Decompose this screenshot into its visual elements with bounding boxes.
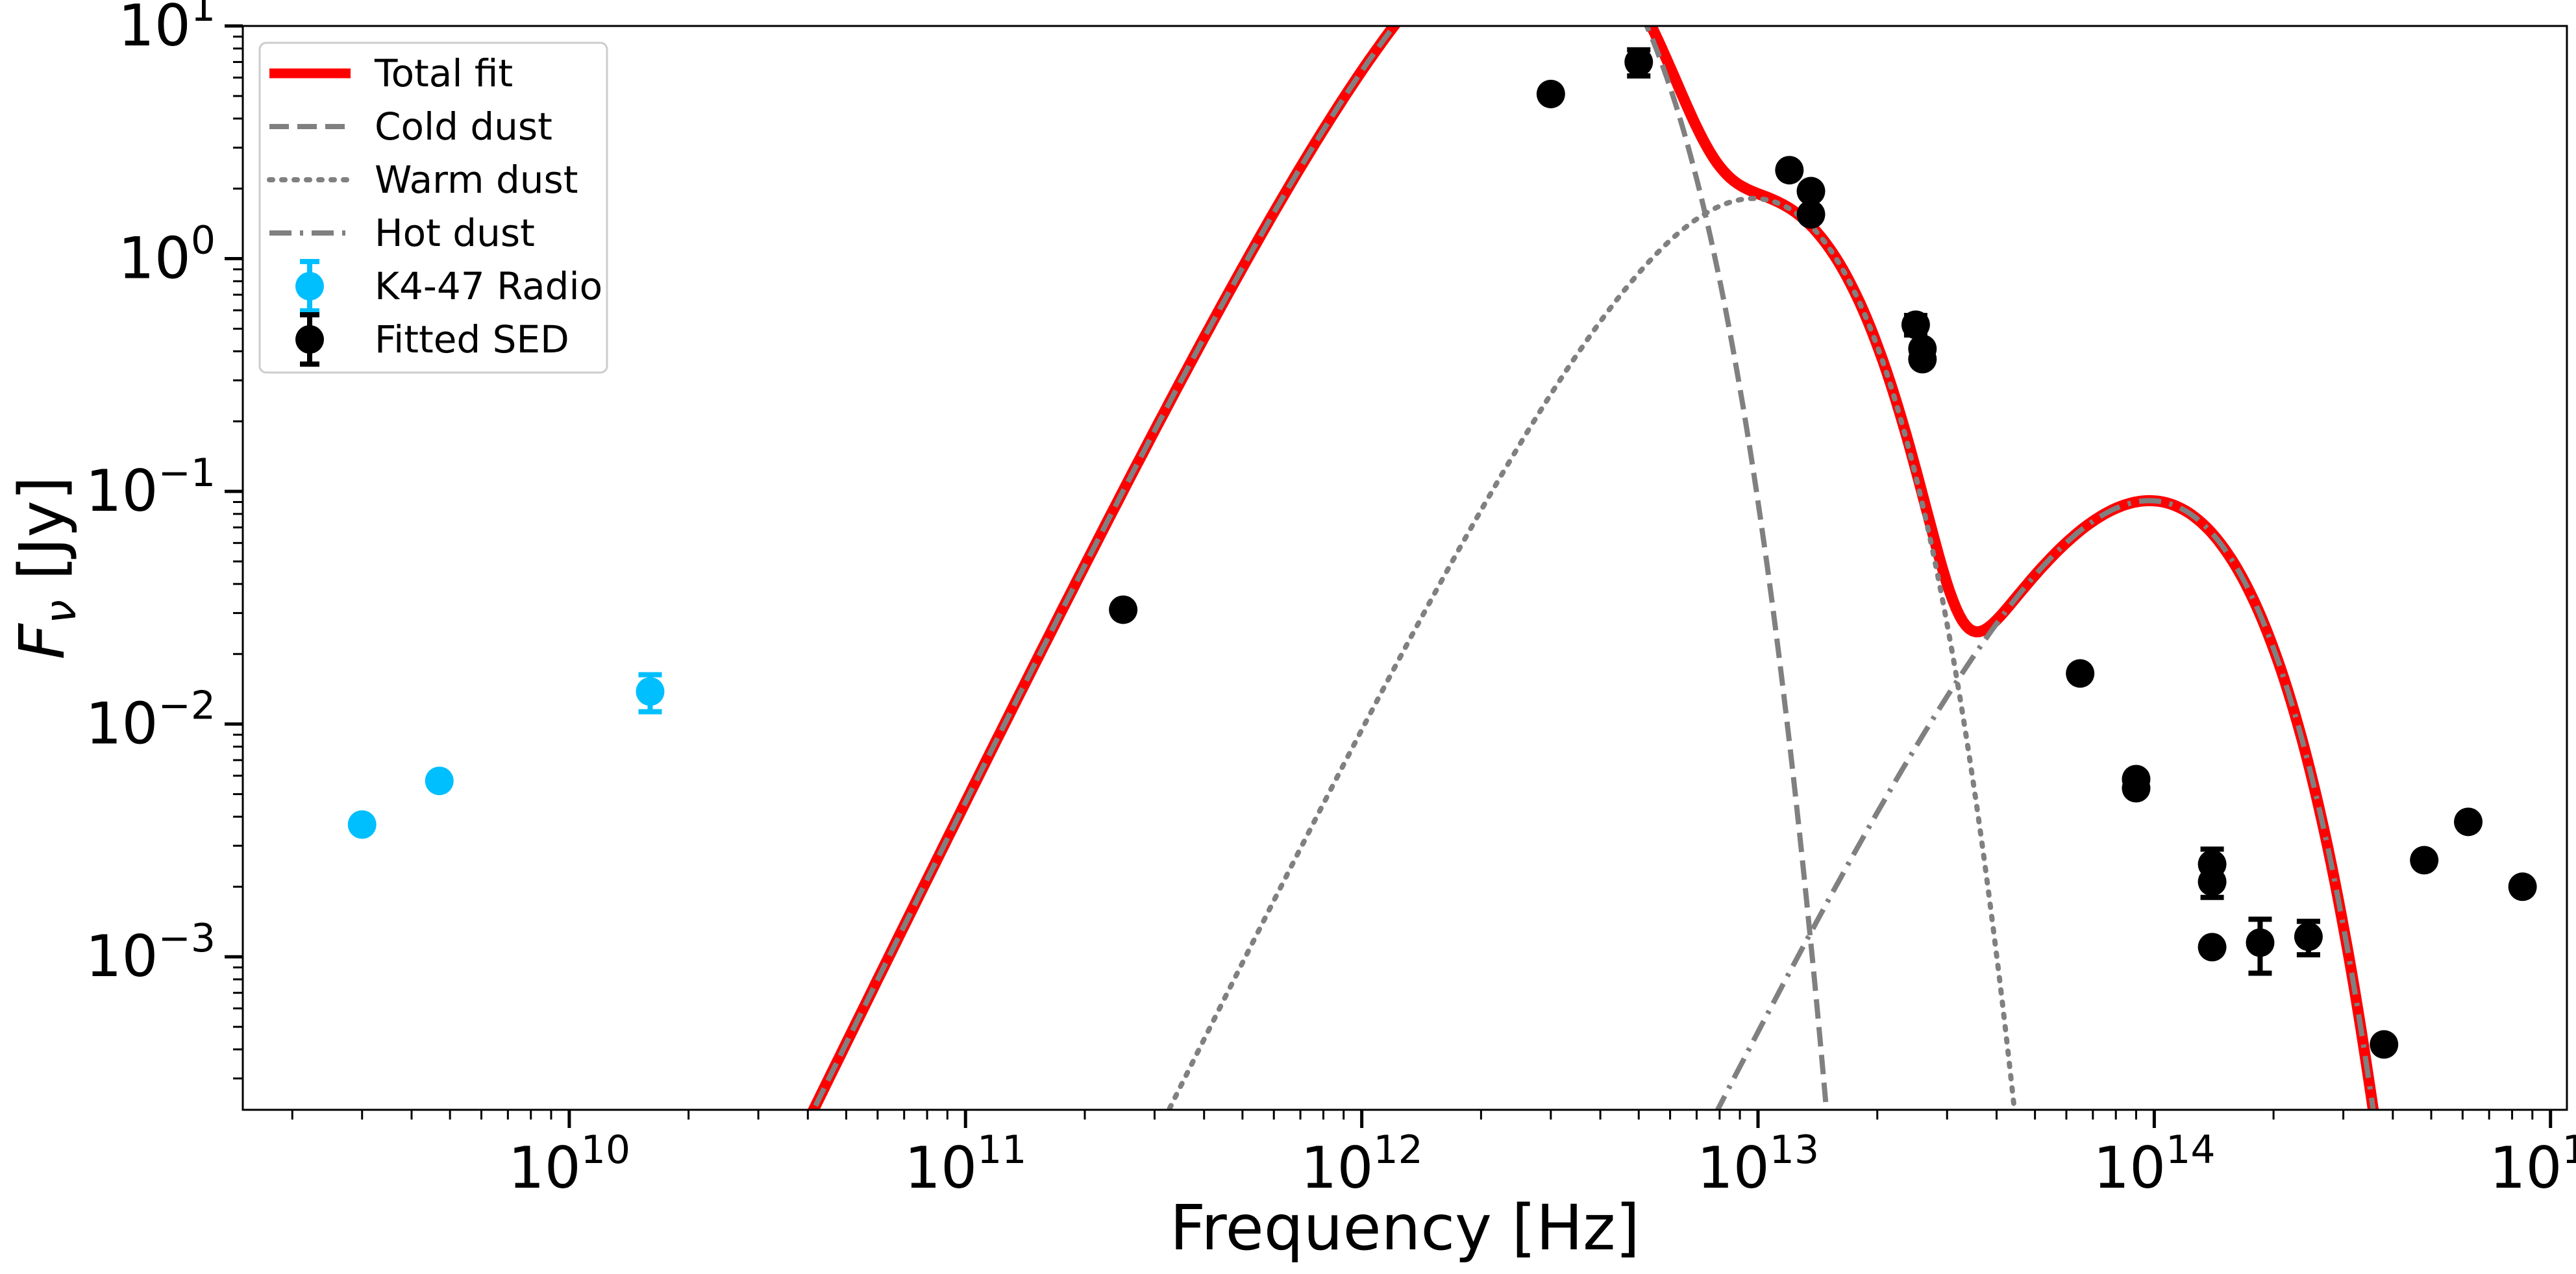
model-curves bbox=[807, 26, 2379, 1110]
legend-box bbox=[258, 42, 608, 374]
data-point bbox=[636, 677, 665, 706]
data-point bbox=[1624, 47, 1653, 77]
x-axis-title: Frequency [Hz] bbox=[1170, 1192, 1640, 1264]
y-axis-title: Fν [Jy] bbox=[6, 476, 86, 660]
legend-label: Cold dust bbox=[375, 104, 552, 149]
y-axis-title-unit: [Jy] bbox=[6, 476, 79, 600]
legend-label: Total fit bbox=[374, 51, 513, 95]
axis-tick-labels: 1010 1011 1012 1013 1014 1015 101 100 10−1 10−2 10… bbox=[86, 0, 2576, 1201]
data-point bbox=[1796, 200, 1826, 229]
cold-dust-line bbox=[810, 26, 1829, 1110]
y-tick-label: 10−1 bbox=[86, 450, 216, 524]
data-point bbox=[2198, 933, 2227, 962]
legend-entry: K4-47 Radio bbox=[295, 259, 602, 313]
y-tick-label: 100 bbox=[118, 218, 216, 292]
series-fitted-sed bbox=[1109, 47, 2537, 1059]
y-axis-title-symbol: F bbox=[6, 622, 79, 659]
data-point bbox=[1796, 177, 1826, 206]
axis-ticks bbox=[225, 24, 2553, 1128]
data-point bbox=[2246, 928, 2275, 957]
data-point bbox=[2066, 659, 2095, 688]
data-point bbox=[2198, 867, 2227, 896]
series-radio bbox=[347, 672, 665, 839]
x-tick-label: 1011 bbox=[904, 1127, 1026, 1201]
data-point bbox=[2370, 1030, 2399, 1059]
data-point bbox=[1109, 595, 1138, 624]
legend-entry: Total fit bbox=[269, 51, 513, 95]
legend: Total fit Cold dust Warm dust Hot dust K4-47… bbox=[258, 42, 608, 374]
data-point bbox=[1901, 310, 1930, 339]
data-point bbox=[2454, 807, 2483, 837]
legend-swatch-marker bbox=[295, 272, 324, 300]
x-tick-label: 1012 bbox=[1300, 1127, 1422, 1201]
data-point bbox=[425, 766, 454, 796]
legend-label: Warm dust bbox=[375, 158, 578, 202]
legend-label: Hot dust bbox=[375, 211, 535, 255]
legend-label: Fitted SED bbox=[375, 317, 569, 361]
data-point bbox=[347, 810, 377, 839]
y-tick-label: 10−2 bbox=[86, 683, 216, 757]
data-point bbox=[2508, 872, 2537, 901]
data-point bbox=[1908, 345, 1937, 374]
x-tick-label: 1014 bbox=[2093, 1127, 2215, 1201]
legend-entry: Fitted SED bbox=[295, 312, 569, 367]
plot-frame bbox=[242, 25, 2568, 1111]
data-point bbox=[2122, 774, 2151, 803]
warm-dust-line bbox=[1166, 195, 2017, 1110]
legend-swatch-marker bbox=[295, 325, 324, 354]
data-point bbox=[2294, 922, 2323, 951]
x-tick-label: 1013 bbox=[1697, 1127, 1819, 1201]
x-tick-label: 1015 bbox=[2490, 1127, 2576, 1201]
legend-entry: Hot dust bbox=[269, 211, 535, 255]
data-point bbox=[1775, 156, 1804, 185]
legend-label: K4-47 Radio bbox=[375, 264, 602, 308]
x-tick-label: 1010 bbox=[508, 1127, 630, 1201]
hot-dust-line bbox=[1715, 498, 2376, 1110]
y-tick-label: 10−3 bbox=[86, 916, 216, 990]
legend-entry: Warm dust bbox=[267, 158, 578, 202]
data-point bbox=[2410, 846, 2439, 875]
y-tick-label: 101 bbox=[118, 0, 216, 59]
data-point bbox=[1536, 79, 1565, 108]
y-axis-title-subscript: ν bbox=[36, 600, 86, 624]
data-points bbox=[347, 47, 2537, 1059]
legend-entry: Cold dust bbox=[269, 104, 552, 149]
